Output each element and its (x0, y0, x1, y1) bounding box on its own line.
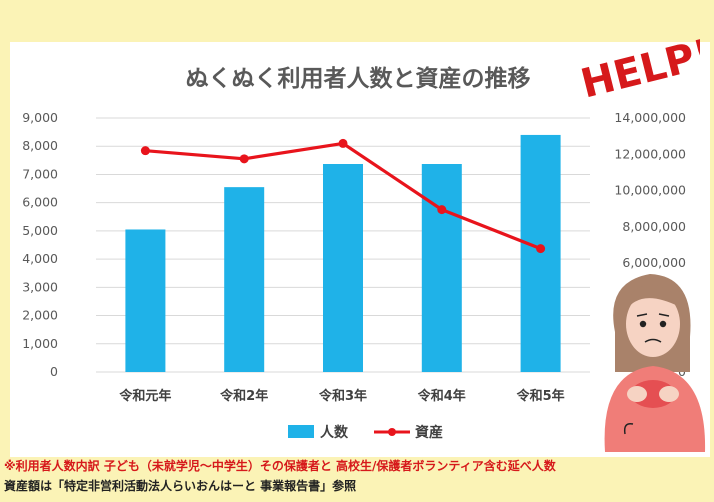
category-label: 令和3年 (319, 388, 367, 404)
left-tick-label: 8,000 (22, 138, 58, 153)
left-axis-ticks: 0 1,000 2,000 3,000 4,000 5,000 6,000 7,000 8,00… (22, 110, 58, 379)
left-tick-label: 0 (50, 364, 58, 379)
left-tick-label: 4,000 (22, 251, 58, 266)
worried-woman-illustration (604, 274, 706, 452)
right-tick-label: 10,000,000 (614, 183, 686, 198)
bar (421, 164, 462, 372)
category-label: 令和2年 (220, 388, 268, 404)
line-point (140, 146, 150, 156)
help-stamp: HELP! (576, 31, 700, 98)
line-point (536, 244, 546, 254)
right-tick-label: 12,000,000 (614, 146, 686, 161)
left-tick-label: 3,000 (22, 279, 58, 294)
line-point (239, 154, 249, 164)
legend-swatch-bar (288, 425, 314, 438)
left-tick-label: 6,000 (22, 195, 58, 210)
bar (224, 187, 265, 372)
category-label: 令和5年 (517, 388, 565, 404)
right-tick-label: 6,000,000 (622, 255, 686, 270)
footnote-2: 資産額は「特定非営利活動法人らいおんはーと 事業報告書」参照 (4, 479, 357, 493)
right-tick-label: 8,000,000 (622, 219, 686, 234)
left-tick-label: 1,000 (22, 336, 58, 351)
category-labels: 令和元年 令和2年 令和3年 令和4年 令和5年 (119, 388, 564, 404)
line-point (338, 138, 348, 148)
category-label: 令和元年 (119, 388, 171, 404)
footnote-1: ※利用者人数内訳 子ども（未就学児〜中学生）その保護者と 高校生/保護者ボランテ… (4, 459, 556, 473)
chart-title: ぬくぬく利用者人数と資産の推移 (186, 65, 531, 92)
legend-label-line: 資産 (415, 424, 443, 441)
chart-card: ぬくぬく利用者人数と資産の推移 0 1,000 2,000 3,000 4,000 5,0… (10, 42, 710, 457)
bar-series (125, 134, 561, 372)
legend-label-bar: 人数 (320, 424, 349, 441)
chart-svg: ぬくぬく利用者人数と資産の推移 0 1,000 2,000 3,000 4,000 5,0… (22, 65, 686, 441)
left-tick-label: 9,000 (22, 110, 58, 125)
category-label: 令和4年 (418, 388, 466, 404)
left-tick-label: 2,000 (22, 308, 58, 323)
line-point (437, 205, 447, 215)
legend-swatch-marker (388, 428, 396, 436)
left-tick-label: 7,000 (22, 166, 58, 181)
right-tick-label: 14,000,000 (614, 110, 686, 125)
help-text: HELP! (576, 31, 700, 98)
left-tick-label: 5,000 (22, 223, 58, 238)
bar (125, 229, 166, 372)
bar (323, 164, 363, 372)
bar (520, 134, 561, 372)
line-series (140, 138, 546, 254)
legend: 人数 資産 (288, 424, 443, 441)
footnotes: ※利用者人数内訳 子ども（未就学児〜中学生）その保護者と 高校生/保護者ボランテ… (0, 456, 714, 496)
